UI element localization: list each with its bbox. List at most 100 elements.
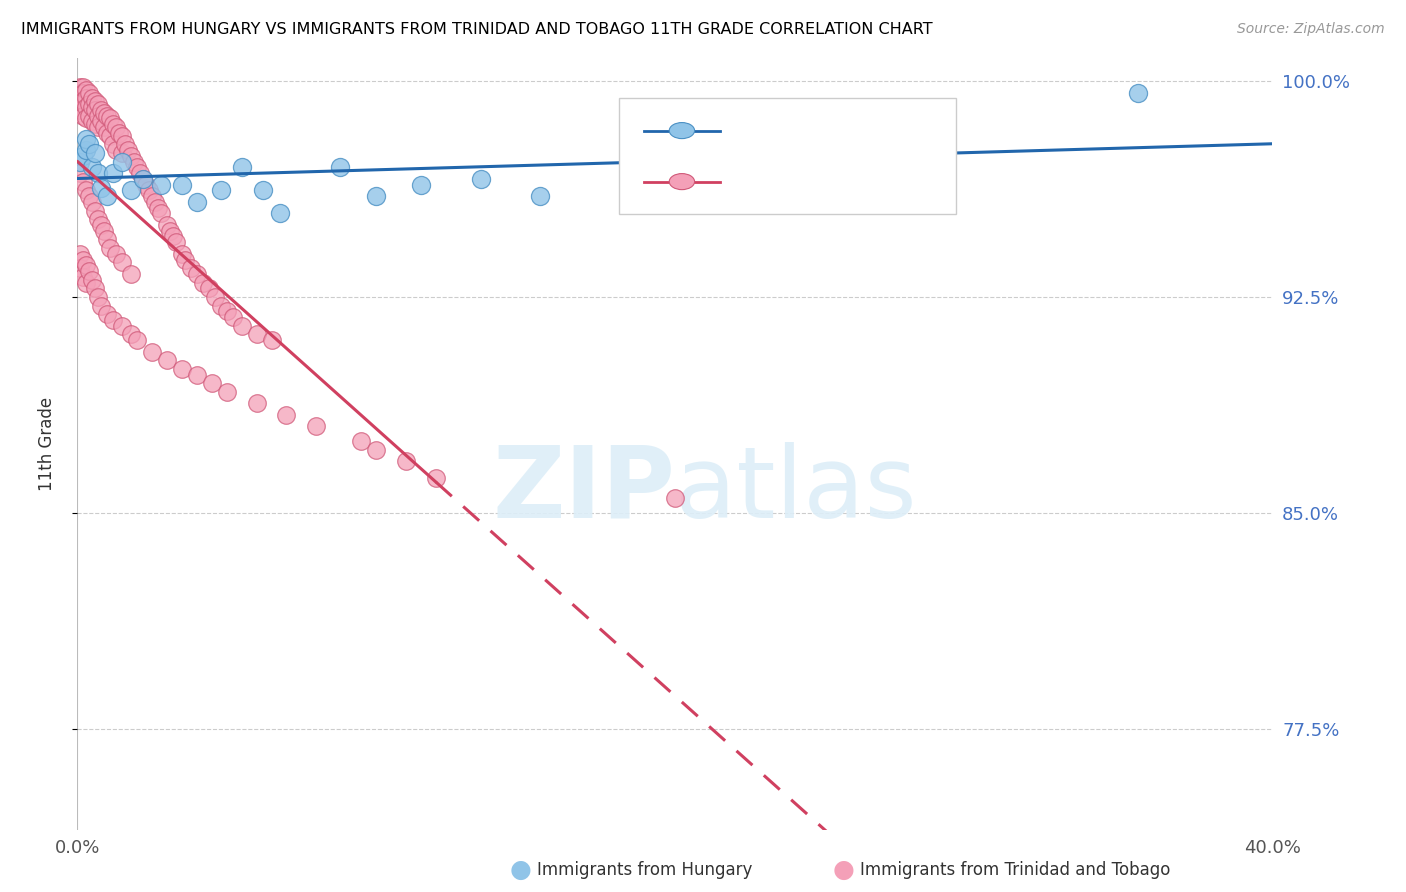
Point — [69, 154, 91, 169]
Point — [529, 189, 551, 203]
Point — [69, 94, 91, 108]
Point — [82, 273, 104, 287]
Point — [470, 172, 492, 186]
Point — [246, 327, 269, 342]
Text: atlas: atlas — [675, 442, 917, 539]
Point — [270, 206, 292, 220]
Point — [96, 109, 118, 123]
Point — [75, 83, 97, 97]
Point — [87, 97, 110, 112]
Point — [87, 212, 110, 227]
Point — [72, 252, 94, 267]
Point — [111, 146, 134, 161]
Point — [141, 344, 163, 359]
Point — [96, 189, 118, 203]
Point — [197, 281, 219, 295]
Point — [120, 183, 142, 197]
Point — [75, 91, 97, 105]
Point — [105, 120, 128, 134]
Point — [72, 269, 94, 284]
Point — [425, 471, 447, 485]
Point — [135, 178, 157, 192]
Point — [231, 161, 253, 175]
Point — [111, 154, 134, 169]
Point — [159, 224, 181, 238]
Point — [79, 137, 101, 152]
Point — [1126, 86, 1149, 100]
Point — [72, 86, 94, 100]
Point — [69, 86, 91, 100]
Point — [72, 175, 94, 189]
Point — [82, 114, 104, 128]
Text: 0.091: 0.091 — [773, 173, 824, 191]
Point — [222, 310, 245, 324]
Point — [98, 241, 121, 255]
Point — [209, 299, 232, 313]
Text: R =: R = — [731, 173, 770, 191]
Point — [75, 131, 97, 145]
Text: ●: ● — [832, 858, 855, 881]
Point — [103, 313, 124, 327]
Point — [114, 137, 136, 152]
Point — [84, 203, 107, 218]
Point — [69, 79, 91, 94]
Text: R =: R = — [731, 121, 770, 139]
Point — [191, 276, 214, 290]
Point — [209, 183, 232, 197]
Point — [69, 261, 91, 276]
Point — [90, 114, 112, 128]
Text: ZIP: ZIP — [492, 442, 675, 539]
Point — [170, 246, 193, 260]
Point — [170, 178, 193, 192]
Point — [231, 318, 253, 333]
Point — [664, 491, 686, 506]
Point — [127, 161, 149, 175]
Point — [276, 408, 298, 422]
Point — [162, 229, 184, 244]
Text: ●: ● — [509, 858, 531, 881]
Text: IMMIGRANTS FROM HUNGARY VS IMMIGRANTS FROM TRINIDAD AND TOBAGO 11TH GRADE CORREL: IMMIGRANTS FROM HUNGARY VS IMMIGRANTS FR… — [21, 22, 932, 37]
Point — [186, 267, 208, 281]
Point — [366, 442, 388, 457]
Point — [72, 109, 94, 123]
Y-axis label: 11th Grade: 11th Grade — [38, 397, 56, 491]
Text: N =: N = — [835, 173, 887, 191]
Point — [96, 232, 118, 246]
Point — [79, 97, 101, 112]
Point — [215, 384, 238, 399]
Point — [108, 126, 131, 140]
Text: Immigrants from Trinidad and Tobago: Immigrants from Trinidad and Tobago — [860, 861, 1171, 879]
Point — [90, 103, 112, 117]
Point — [215, 304, 238, 318]
Point — [98, 112, 121, 126]
Point — [150, 178, 173, 192]
Point — [143, 194, 166, 209]
Point — [105, 246, 128, 260]
Point — [98, 128, 121, 143]
Point — [180, 261, 202, 276]
Point — [82, 91, 104, 105]
Point — [409, 178, 432, 192]
Point — [111, 255, 134, 269]
Point — [127, 333, 149, 347]
Point — [252, 183, 274, 197]
Point — [120, 149, 142, 163]
Point — [111, 128, 134, 143]
Point — [79, 109, 101, 123]
Text: Immigrants from Hungary: Immigrants from Hungary — [537, 861, 752, 879]
Point — [366, 189, 388, 203]
Point — [69, 88, 91, 103]
Point — [150, 206, 173, 220]
Point — [103, 137, 124, 152]
Point — [329, 161, 352, 175]
Point — [141, 189, 163, 203]
Point — [90, 218, 112, 232]
Point — [82, 161, 104, 175]
Point — [648, 172, 671, 186]
Point — [84, 94, 107, 108]
Point — [69, 166, 91, 180]
Point — [111, 318, 134, 333]
Point — [93, 120, 115, 134]
Point — [75, 143, 97, 157]
Point — [246, 396, 269, 410]
